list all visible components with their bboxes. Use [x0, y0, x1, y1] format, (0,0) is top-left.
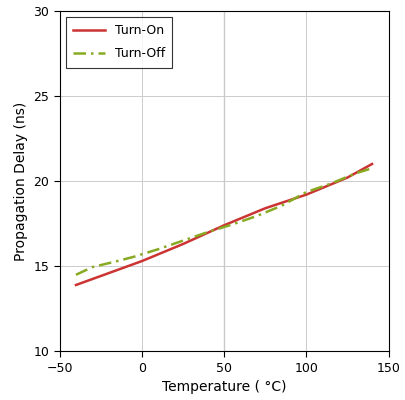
Legend: Turn-On, Turn-Off: Turn-On, Turn-Off [66, 17, 172, 68]
X-axis label: Temperature ( °C): Temperature ( °C) [161, 380, 286, 394]
Y-axis label: Propagation Delay (ns): Propagation Delay (ns) [14, 101, 28, 261]
